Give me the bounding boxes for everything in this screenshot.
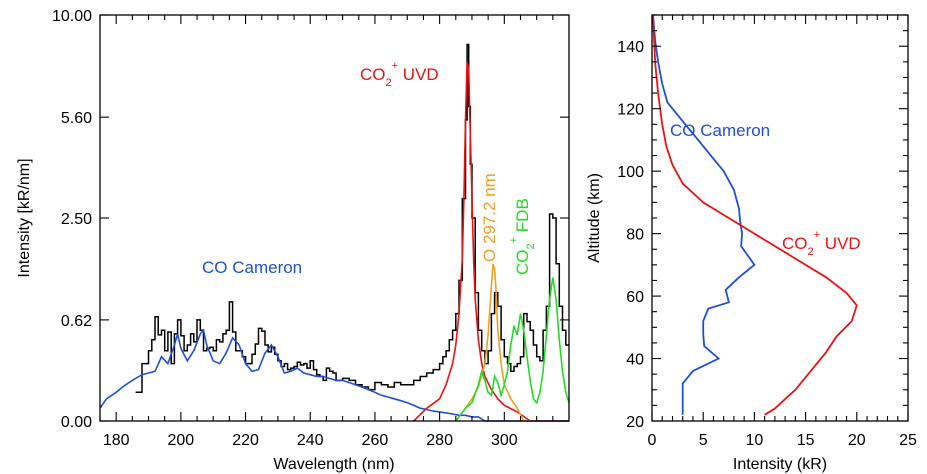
spectrum-x-axis-label: Wavelength (nm) — [273, 456, 394, 473]
altitude-panel: 0 5 10 15 20 25 20 40 60 80 100 120 140 Intensity (k… — [586, 14, 917, 473]
x-tick-label-300: 300 — [491, 432, 518, 449]
x-tick-label-280: 280 — [426, 432, 453, 449]
x-tick-label-240: 240 — [297, 432, 324, 449]
alt-y-tick-label-80: 80 — [626, 227, 644, 244]
y-tick-label-5.60: 5.60 — [61, 110, 92, 127]
y-tick-label-2.50: 2.50 — [61, 211, 92, 228]
alt-y-tick-label-120: 120 — [617, 102, 644, 119]
x-tick-label-260: 260 — [362, 432, 389, 449]
alt-x-tick-label-10: 10 — [746, 432, 764, 449]
co2-fdb-suffix: FDB — [513, 198, 532, 237]
y-tick-label-0.00: 0.00 — [61, 414, 92, 431]
co2-uvd-sup: + — [392, 60, 398, 72]
alt-x-tick-label-20: 20 — [848, 432, 866, 449]
co2-fdb-sup: + — [508, 237, 520, 243]
x-tick-label-220: 220 — [232, 432, 259, 449]
co2-fdb-label: CO2 + FDB — [508, 198, 537, 275]
altitude-plot-frame — [651, 14, 909, 422]
alt-x-tick-label-25: 25 — [899, 432, 917, 449]
co2-fdb-sub: 2 — [525, 243, 537, 249]
alt-x-tick-label-0: 0 — [648, 432, 657, 449]
altitude-ticks: 0 5 10 15 20 25 20 40 60 80 100 120 140 — [617, 14, 917, 449]
o-line-label: O 297.2 nm — [480, 173, 499, 262]
spectrum-panel: 180 200 220 240 260 280 300 0.00 0.62 2.50 5.60 10.… — [16, 8, 570, 473]
spectrum-ticks: 180 200 220 240 260 280 300 0.00 0.62 2.50 5.60 10.… — [52, 8, 569, 449]
alt-y-tick-label-140: 140 — [617, 39, 644, 56]
alt-y-tick-label-100: 100 — [617, 164, 644, 181]
profile-co-cameron-label: CO Cameron — [670, 121, 770, 140]
profile-co2-uvd-main: CO — [782, 234, 808, 253]
alt-x-tick-label-15: 15 — [797, 432, 815, 449]
altitude-series-group — [652, 14, 858, 416]
co2-uvd-suffix: UVD — [398, 65, 439, 84]
co2-uvd-sub: 2 — [386, 77, 392, 89]
alt-y-tick-label-40: 40 — [626, 352, 644, 369]
profile-co2-uvd-sup: + — [814, 229, 820, 241]
y-tick-label-0.62: 0.62 — [61, 313, 92, 330]
profile-line-co_cameron — [652, 14, 756, 415]
altitude-y-axis-label: Altitude (km) — [586, 173, 603, 263]
alt-y-tick-label-60: 60 — [626, 289, 644, 306]
alt-y-tick-label-20: 20 — [626, 414, 644, 431]
series-line-observed — [135, 43, 569, 394]
profile-co2-uvd-label: CO2+ UVD — [782, 229, 861, 258]
profile-co2-uvd-sub: 2 — [808, 246, 814, 258]
altitude-x-axis-label: Intensity (kR) — [733, 456, 827, 473]
x-tick-label-200: 200 — [168, 432, 195, 449]
co2-uvd-label: CO2+ UVD — [360, 60, 439, 89]
series-line-co2_fdb — [455, 277, 570, 422]
profile-co2-uvd-suffix: UVD — [820, 234, 861, 253]
co-cameron-label: CO Cameron — [202, 258, 302, 277]
co2-uvd-main: CO — [360, 65, 386, 84]
series-line-co2_uvd — [413, 62, 569, 422]
x-tick-label-180: 180 — [103, 432, 130, 449]
co2-fdb-main: CO — [513, 250, 532, 276]
y-tick-label-10.00: 10.00 — [52, 8, 92, 25]
spectrum-y-axis-label: Intensity [kR/nm] — [16, 158, 33, 277]
profile-line-co2_uvd — [652, 14, 858, 416]
alt-x-tick-label-5: 5 — [699, 432, 708, 449]
